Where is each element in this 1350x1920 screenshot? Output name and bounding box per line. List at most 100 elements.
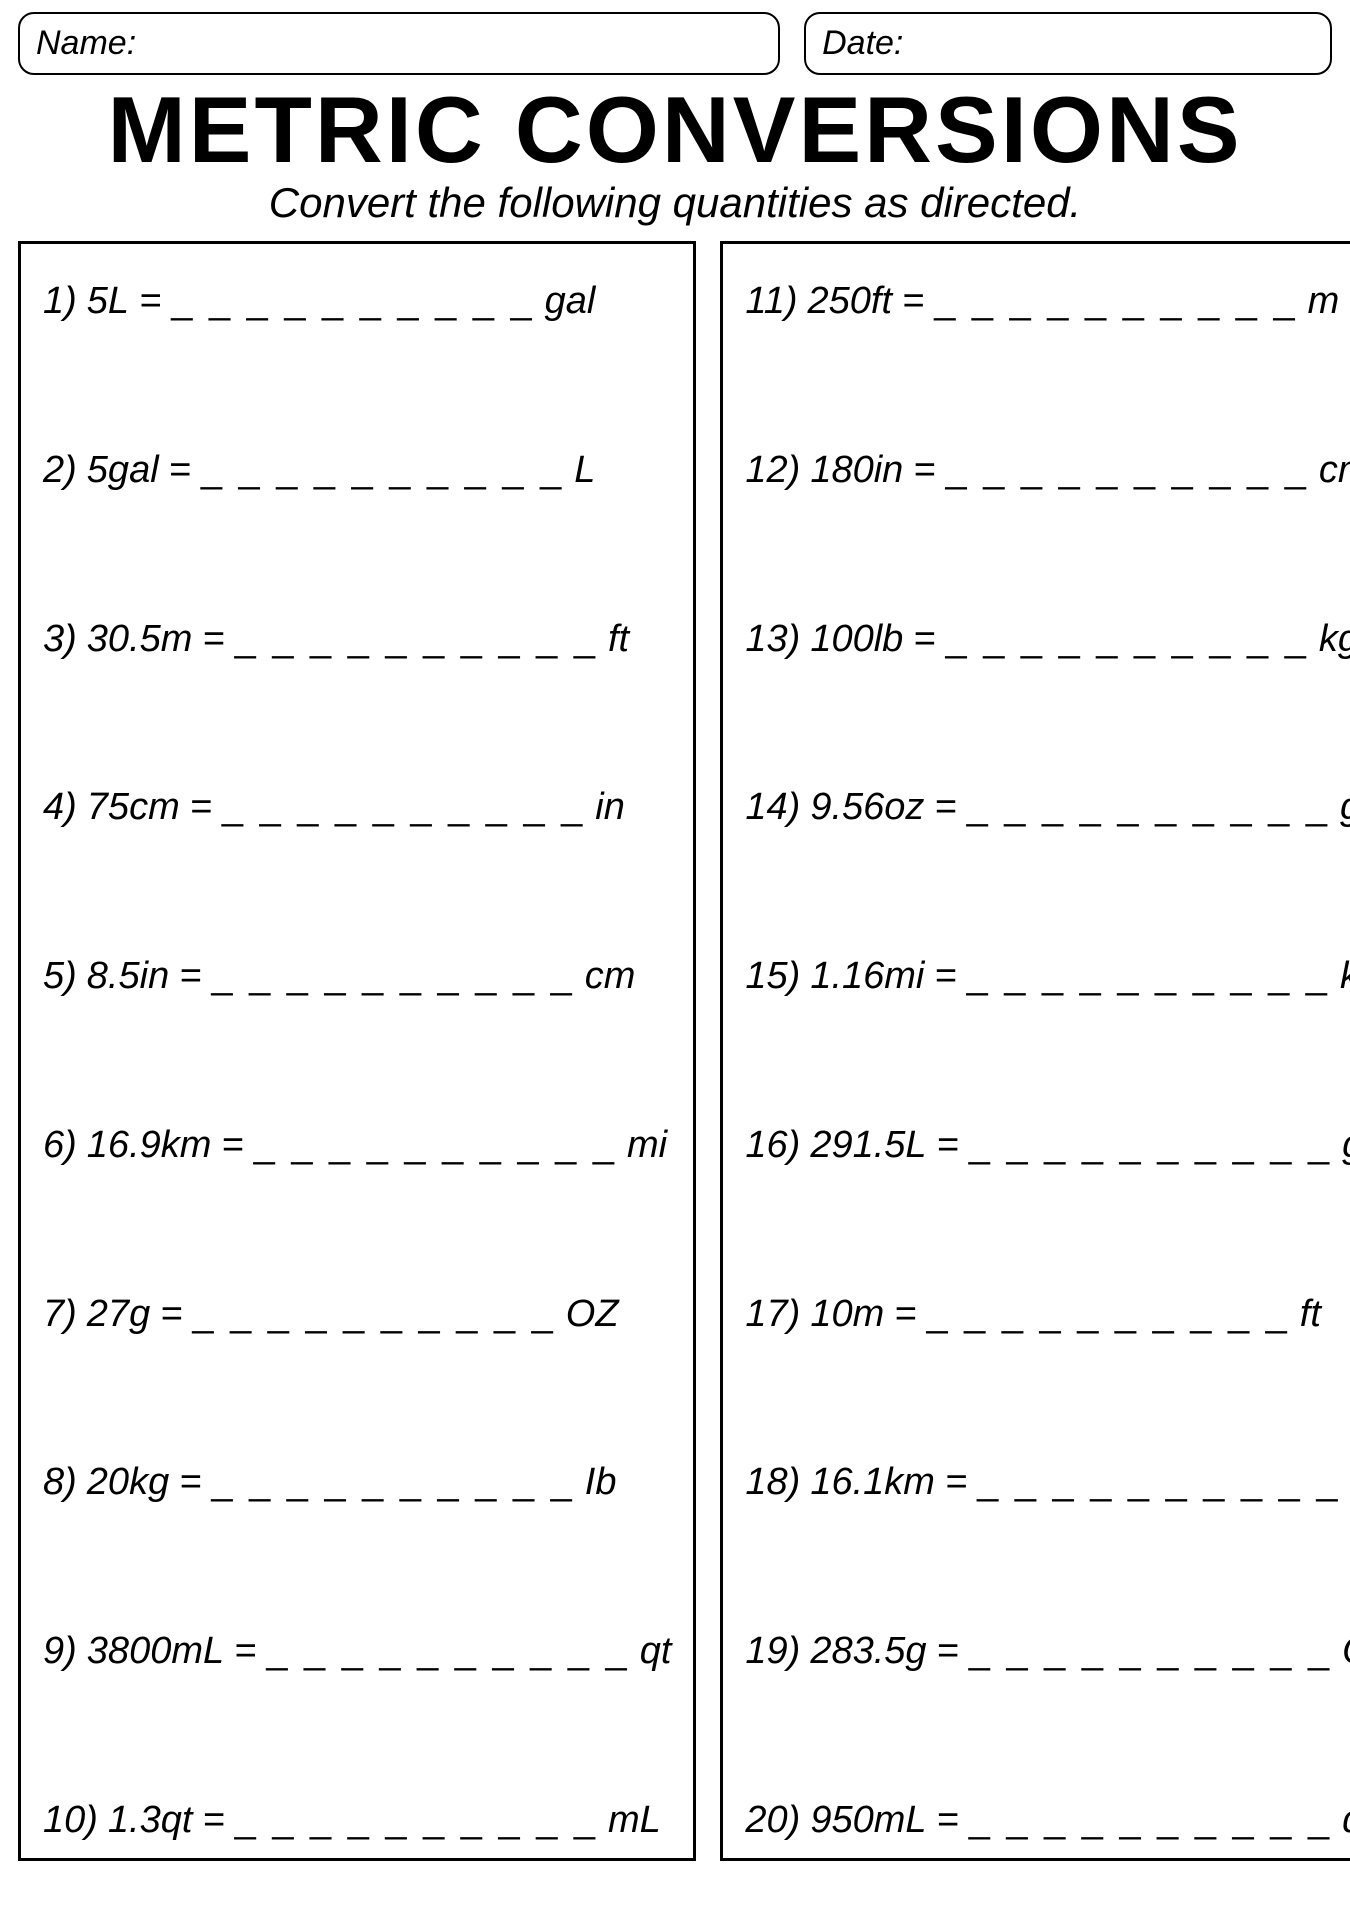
header-row: Name: Date:: [18, 12, 1332, 75]
equals-sign: =: [937, 1799, 959, 1842]
target-unit: gal: [545, 280, 596, 323]
answer-blank[interactable]: _ _ _ _ _ _ _ _ _ _: [967, 786, 1330, 829]
name-label: Name:: [36, 24, 136, 62]
answer-blank[interactable]: _ _ _ _ _ _ _ _ _ _: [235, 618, 598, 661]
answer-blank[interactable]: _ _ _ _ _ _ _ _ _ _: [977, 1461, 1340, 1504]
name-field[interactable]: Name:: [18, 12, 780, 75]
answer-blank[interactable]: _ _ _ _ _ _ _ _ _ _: [969, 1630, 1332, 1673]
answer-blank[interactable]: _ _ _ _ _ _ _ _ _ _: [211, 955, 574, 998]
answer-blank[interactable]: _ _ _ _ _ _ _ _ _ _: [926, 1293, 1289, 1336]
problem-lhs: 1.16mi: [810, 955, 924, 998]
target-unit: mi: [627, 1124, 667, 1167]
problem-lhs: 16.1km: [810, 1461, 935, 1504]
date-label: Date:: [822, 24, 903, 62]
problem-lhs: 950mL: [810, 1799, 926, 1842]
problem-number: 14): [745, 786, 800, 829]
target-unit: g: [1340, 786, 1350, 829]
equals-sign: =: [202, 618, 224, 661]
target-unit: cm: [585, 955, 636, 998]
problem-number: 16): [745, 1124, 800, 1167]
problem-row: 12)180in=_ _ _ _ _ _ _ _ _ _cm: [745, 449, 1350, 492]
problem-lhs: 30.5m: [87, 618, 193, 661]
problem-lhs: 20kg: [87, 1461, 169, 1504]
problem-row: 17)10m=_ _ _ _ _ _ _ _ _ _ft: [745, 1293, 1350, 1336]
equals-sign: =: [221, 1124, 243, 1167]
problem-number: 1): [43, 280, 77, 323]
equals-sign: =: [894, 1293, 916, 1336]
answer-blank[interactable]: _ _ _ _ _ _ _ _ _ _: [969, 1799, 1332, 1842]
answer-blank[interactable]: _ _ _ _ _ _ _ _ _ _: [211, 1461, 574, 1504]
page-subtitle: Convert the following quantities as dire…: [18, 179, 1332, 227]
equals-sign: =: [937, 1630, 959, 1673]
problem-lhs: 3800mL: [87, 1630, 224, 1673]
answer-blank[interactable]: _ _ _ _ _ _ _ _ _ _: [969, 1124, 1332, 1167]
problem-number: 13): [745, 618, 800, 661]
problem-lhs: 1.3qt: [108, 1799, 193, 1842]
target-unit: OZ: [1342, 1630, 1350, 1673]
answer-blank[interactable]: _ _ _ _ _ _ _ _ _ _: [222, 786, 585, 829]
problem-lhs: 291.5L: [810, 1124, 926, 1167]
target-unit: qt: [1342, 1799, 1350, 1842]
page-title: METRIC CONVERSIONS: [18, 83, 1332, 177]
answer-blank[interactable]: _ _ _ _ _ _ _ _ _ _: [946, 618, 1309, 661]
equals-sign: =: [190, 786, 212, 829]
problem-number: 15): [745, 955, 800, 998]
equals-sign: =: [934, 786, 956, 829]
equals-sign: =: [913, 618, 935, 661]
answer-blank[interactable]: _ _ _ _ _ _ _ _ _ _: [171, 280, 534, 323]
problem-row: 9)3800mL=_ _ _ _ _ _ _ _ _ _qt: [43, 1630, 671, 1673]
target-unit: qt: [640, 1630, 672, 1673]
equals-sign: =: [179, 1461, 201, 1504]
problem-lhs: 5L: [87, 280, 129, 323]
problem-row: 20)950mL =_ _ _ _ _ _ _ _ _ _qt: [745, 1799, 1350, 1842]
problem-row: 4)75cm=_ _ _ _ _ _ _ _ _ _in: [43, 786, 671, 829]
answer-blank[interactable]: _ _ _ _ _ _ _ _ _ _: [946, 449, 1309, 492]
problem-row: 6)16.9km=_ _ _ _ _ _ _ _ _ _mi: [43, 1124, 671, 1167]
problem-number: 9): [43, 1630, 77, 1673]
answer-blank[interactable]: _ _ _ _ _ _ _ _ _ _: [934, 280, 1297, 323]
answer-blank[interactable]: _ _ _ _ _ _ _ _ _ _: [967, 955, 1330, 998]
target-unit: L: [574, 449, 595, 492]
problem-lhs: 9.56oz: [810, 786, 924, 829]
answer-blank[interactable]: _ _ _ _ _ _ _ _ _ _: [235, 1799, 598, 1842]
equals-sign: =: [202, 1799, 224, 1842]
date-field[interactable]: Date:: [804, 12, 1332, 75]
equals-sign: =: [179, 955, 201, 998]
equals-sign: =: [937, 1124, 959, 1167]
problem-row: 3)30.5m=_ _ _ _ _ _ _ _ _ _ft: [43, 618, 671, 661]
target-unit: km: [1340, 955, 1350, 998]
problem-number: 2): [43, 449, 77, 492]
problem-lhs: 27g: [87, 1293, 150, 1336]
problem-row: 14)9.56oz= _ _ _ _ _ _ _ _ _ _g: [745, 786, 1350, 829]
problem-lhs: 5gal: [87, 449, 159, 492]
equals-sign: =: [902, 280, 924, 323]
left-column: 1)5L=_ _ _ _ _ _ _ _ _ _gal2)5gal=_ _ _ …: [18, 241, 696, 1861]
problem-columns: 1)5L=_ _ _ _ _ _ _ _ _ _gal2)5gal=_ _ _ …: [18, 241, 1332, 1861]
answer-blank[interactable]: _ _ _ _ _ _ _ _ _ _: [192, 1293, 555, 1336]
equals-sign: =: [160, 1293, 182, 1336]
target-unit: mL: [608, 1799, 661, 1842]
right-column: 11)250ft=_ _ _ _ _ _ _ _ _ _m 12)180in=_ …: [720, 241, 1350, 1861]
answer-blank[interactable]: _ _ _ _ _ _ _ _ _ _: [254, 1124, 617, 1167]
problem-number: 18): [745, 1461, 800, 1504]
problem-row: 11)250ft=_ _ _ _ _ _ _ _ _ _m: [745, 280, 1350, 323]
answer-blank[interactable]: _ _ _ _ _ _ _ _ _ _: [266, 1630, 629, 1673]
problem-row: 16)291.5L =_ _ _ _ _ _ _ _ _ _ gal: [745, 1124, 1350, 1167]
problem-number: 20): [745, 1799, 800, 1842]
problem-number: 17): [745, 1293, 800, 1336]
problem-number: 7): [43, 1293, 77, 1336]
problem-lhs: 250ft: [808, 280, 893, 323]
equals-sign: =: [139, 280, 161, 323]
answer-blank[interactable]: _ _ _ _ _ _ _ _ _ _: [201, 449, 564, 492]
problem-row: 1)5L=_ _ _ _ _ _ _ _ _ _ gal: [43, 280, 671, 323]
problem-lhs: 180in: [810, 449, 903, 492]
problem-number: 3): [43, 618, 77, 661]
problem-lhs: 75cm: [87, 786, 180, 829]
target-unit: gal: [1342, 1124, 1350, 1167]
problem-number: 5): [43, 955, 77, 998]
problem-row: 15)1.16mi=_ _ _ _ _ _ _ _ _ _km: [745, 955, 1350, 998]
target-unit: Ib: [585, 1461, 617, 1504]
target-unit: ft: [1300, 1293, 1321, 1336]
problem-row: 2)5gal=_ _ _ _ _ _ _ _ _ _L: [43, 449, 671, 492]
target-unit: kg: [1319, 618, 1350, 661]
